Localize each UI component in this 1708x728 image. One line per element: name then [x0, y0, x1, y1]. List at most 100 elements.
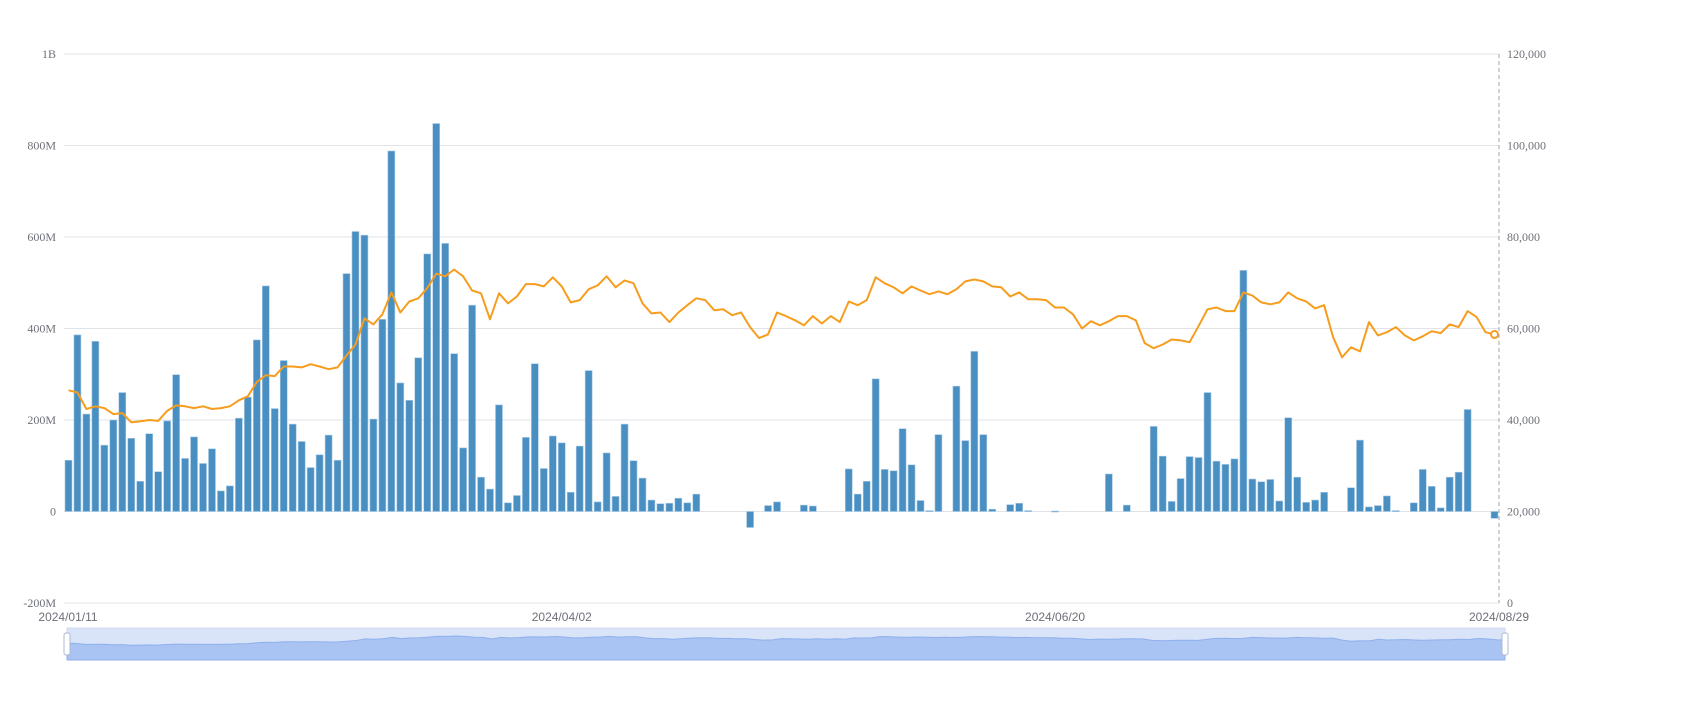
bar[interactable]	[369, 418, 378, 512]
bar[interactable]	[638, 477, 647, 512]
bar[interactable]	[1436, 507, 1445, 512]
bar[interactable]	[647, 499, 656, 512]
bar[interactable]	[244, 396, 252, 512]
bar[interactable]	[1149, 426, 1158, 512]
bar[interactable]	[190, 436, 198, 512]
bar[interactable]	[315, 454, 324, 512]
bar[interactable]	[1320, 491, 1328, 512]
bar[interactable]	[961, 440, 970, 512]
bar[interactable]	[1392, 510, 1400, 512]
bar[interactable]	[1284, 417, 1293, 512]
bar[interactable]	[199, 463, 207, 512]
bar[interactable]	[504, 502, 512, 512]
bar[interactable]	[683, 502, 692, 512]
bar[interactable]	[360, 234, 369, 512]
datazoom-slider[interactable]	[63, 627, 1509, 661]
bar[interactable]	[548, 435, 557, 512]
bar[interactable]	[477, 476, 485, 512]
bar[interactable]	[916, 500, 925, 512]
bar[interactable]	[118, 392, 127, 512]
bar[interactable]	[342, 273, 351, 512]
bar[interactable]	[64, 459, 73, 512]
bar[interactable]	[1409, 502, 1418, 512]
bar[interactable]	[674, 497, 683, 512]
bar[interactable]	[109, 419, 118, 512]
bar[interactable]	[844, 468, 853, 512]
bar[interactable]	[620, 423, 629, 512]
bar[interactable]	[288, 423, 297, 512]
bar[interactable]	[1185, 456, 1194, 512]
bar[interactable]	[181, 458, 189, 512]
bar[interactable]	[1454, 471, 1463, 512]
bar[interactable]	[459, 447, 467, 512]
bar[interactable]	[800, 504, 808, 512]
bar[interactable]	[1302, 502, 1310, 512]
bar[interactable]	[1203, 392, 1212, 512]
bar[interactable]	[82, 413, 91, 512]
bar[interactable]	[441, 243, 449, 512]
bar[interactable]	[1383, 495, 1391, 512]
bar[interactable]	[1194, 457, 1203, 512]
bar[interactable]	[1158, 455, 1167, 512]
bar[interactable]	[1445, 476, 1454, 512]
bar[interactable]	[405, 400, 414, 512]
bar[interactable]	[100, 444, 109, 512]
bar[interactable]	[979, 434, 988, 512]
bar[interactable]	[988, 508, 997, 512]
bar[interactable]	[1239, 270, 1248, 512]
bar[interactable]	[1167, 501, 1176, 512]
bar[interactable]	[1347, 487, 1355, 512]
bar[interactable]	[629, 460, 638, 512]
datazoom-left-handle[interactable]	[63, 632, 71, 656]
bar[interactable]	[665, 502, 674, 512]
bar[interactable]	[522, 437, 530, 512]
bar[interactable]	[414, 357, 423, 512]
bar[interactable]	[1490, 511, 1499, 519]
bar[interactable]	[746, 511, 754, 528]
bar[interactable]	[1024, 510, 1032, 512]
bar[interactable]	[531, 363, 539, 512]
bar[interactable]	[163, 420, 171, 512]
bar[interactable]	[1463, 409, 1472, 512]
bar[interactable]	[925, 510, 934, 512]
bar[interactable]	[593, 501, 602, 512]
bar[interactable]	[73, 334, 82, 512]
bar[interactable]	[1266, 479, 1275, 512]
bar[interactable]	[1122, 504, 1131, 512]
bar[interactable]	[1051, 510, 1059, 513]
bar[interactable]	[575, 445, 584, 512]
bar[interactable]	[217, 490, 225, 512]
bar[interactable]	[432, 123, 441, 512]
bar[interactable]	[306, 467, 315, 512]
bar[interactable]	[261, 285, 270, 512]
bar[interactable]	[970, 351, 979, 512]
bar[interactable]	[764, 505, 772, 512]
bar[interactable]	[495, 404, 503, 512]
line-point-marker[interactable]	[1490, 329, 1500, 339]
bar[interactable]	[1427, 486, 1436, 512]
datazoom-right-handle[interactable]	[1501, 632, 1509, 656]
bar[interactable]	[279, 360, 288, 512]
bar[interactable]	[611, 496, 620, 512]
bar[interactable]	[387, 150, 396, 512]
bar[interactable]	[1257, 481, 1266, 512]
bar[interactable]	[540, 468, 548, 512]
bar[interactable]	[1293, 476, 1302, 512]
bar[interactable]	[1374, 505, 1382, 512]
bar[interactable]	[1015, 502, 1023, 512]
bar[interactable]	[351, 231, 360, 512]
bar[interactable]	[898, 428, 907, 512]
bar[interactable]	[172, 374, 180, 512]
bar[interactable]	[880, 469, 889, 512]
bar[interactable]	[773, 501, 781, 512]
bar[interactable]	[297, 441, 306, 512]
bar[interactable]	[396, 382, 405, 512]
bar[interactable]	[468, 304, 476, 512]
bar[interactable]	[656, 503, 665, 512]
bar[interactable]	[127, 437, 136, 512]
bar[interactable]	[270, 408, 279, 512]
bar[interactable]	[450, 353, 458, 512]
bar[interactable]	[253, 339, 261, 512]
bar[interactable]	[1105, 473, 1113, 512]
bar[interactable]	[513, 495, 521, 512]
